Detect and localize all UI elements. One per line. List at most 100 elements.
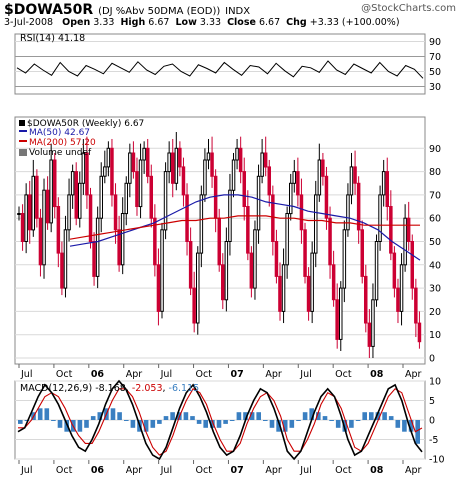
macd-histogram-bar bbox=[90, 416, 96, 420]
brand-watermark[interactable]: @StockCharts.com bbox=[361, 3, 456, 14]
price-candle bbox=[24, 194, 28, 242]
price-candle bbox=[310, 252, 314, 312]
x-axis-price-label: Jul bbox=[20, 369, 32, 380]
symbol: $DOWA50R bbox=[4, 2, 94, 18]
price-candle bbox=[324, 175, 329, 219]
x-axis-macd-label: Oct bbox=[196, 465, 213, 476]
macd-histogram-bar bbox=[382, 412, 387, 420]
price-candle bbox=[81, 152, 86, 184]
x-axis-price-label: Jul bbox=[299, 369, 311, 380]
price-candle bbox=[45, 189, 50, 224]
price-candle bbox=[113, 194, 118, 231]
price-candle bbox=[188, 241, 193, 289]
price-candle bbox=[88, 194, 93, 242]
low-value: 3.33 bbox=[199, 17, 222, 28]
macd-histogram-bar bbox=[77, 420, 83, 432]
macd-histogram-bar bbox=[355, 420, 361, 421]
macd-histogram-bar bbox=[408, 420, 414, 432]
price-candle bbox=[17, 213, 21, 215]
price-candle bbox=[178, 147, 182, 168]
macd-panel: 10 5 0 -5 -10 bbox=[14, 377, 445, 466]
high-value: 6.67 bbox=[148, 17, 170, 28]
price-candle bbox=[378, 194, 382, 242]
macd-histogram-bar bbox=[276, 420, 281, 432]
price-candle bbox=[192, 287, 196, 324]
quote-row: 3-Jul-2008 Open 3.33 High 6.67 Low 3.33 … bbox=[4, 17, 400, 28]
price-candle bbox=[360, 229, 364, 277]
price-candle bbox=[99, 175, 103, 219]
macd-histogram-bar bbox=[243, 412, 248, 420]
price-candle bbox=[367, 322, 372, 347]
legend-swatch-price bbox=[19, 120, 25, 126]
price-candle bbox=[371, 299, 375, 347]
legend-ma50: MA(50) 42.67 bbox=[29, 128, 90, 138]
price-candle bbox=[314, 194, 318, 254]
price-candle bbox=[328, 217, 332, 266]
price-candle bbox=[171, 152, 175, 184]
macd-histogram-bar bbox=[37, 408, 43, 420]
price-candle bbox=[85, 152, 89, 196]
macd-histogram-bar bbox=[322, 416, 328, 420]
price-candle bbox=[28, 194, 32, 231]
price-candle bbox=[210, 152, 214, 177]
price-candle bbox=[38, 217, 43, 266]
macd-histogram-bar bbox=[64, 420, 69, 432]
x-axis-macd-label: 06 bbox=[91, 465, 105, 476]
x-axis-macd-label: Jul bbox=[299, 465, 311, 476]
x-axis-price-label: Apr bbox=[405, 369, 422, 380]
price-candle bbox=[389, 206, 393, 254]
price-candle bbox=[49, 159, 53, 224]
price-tick-label: 60 bbox=[429, 214, 441, 225]
rsi-label: RSI(14) 41.18 bbox=[20, 33, 85, 44]
macd-histogram-bar bbox=[163, 416, 169, 420]
price-candle bbox=[60, 252, 64, 289]
price-candle bbox=[414, 287, 418, 324]
macd-histogram-bar bbox=[369, 412, 374, 420]
macd-histogram-bar bbox=[143, 420, 149, 432]
price-candle bbox=[135, 171, 139, 208]
price-tick-label: 90 bbox=[429, 144, 441, 155]
macd-histogram-bar bbox=[289, 420, 295, 428]
open-label: Open bbox=[62, 17, 91, 28]
macd-histogram-bar bbox=[51, 420, 56, 421]
x-axis-macd-label: Apr bbox=[405, 465, 422, 476]
price-candle bbox=[231, 159, 236, 191]
rsi-panel: 90 70 50 30 bbox=[14, 33, 441, 95]
macd-histogram-bar bbox=[57, 420, 63, 428]
legend-ma200: MA(200) 57.20 bbox=[29, 138, 96, 148]
price-tick-label: 10 bbox=[429, 330, 441, 341]
x-axis-price-label: 06 bbox=[91, 369, 105, 380]
price-candle bbox=[217, 217, 221, 266]
price-candle bbox=[242, 171, 246, 208]
macd-histogram-bar bbox=[84, 420, 89, 428]
macd-histogram-bar bbox=[190, 416, 195, 420]
x-axis-macd-label: Oct bbox=[56, 465, 73, 476]
price-candle bbox=[263, 152, 268, 168]
price-tick-label: 40 bbox=[429, 260, 441, 271]
x-axis-price-label: Oct bbox=[335, 369, 352, 380]
price-candle bbox=[146, 147, 150, 177]
price-candle bbox=[278, 275, 282, 312]
price-candle bbox=[281, 264, 286, 312]
close-value: 6.67 bbox=[258, 17, 281, 28]
macd-histogram-bar bbox=[150, 420, 156, 428]
macd-histogram-bar bbox=[282, 420, 288, 432]
price-candle bbox=[35, 175, 39, 219]
price-candle bbox=[403, 217, 407, 266]
price-candle bbox=[153, 217, 157, 266]
price-candle bbox=[31, 175, 35, 231]
macd-histogram-bar bbox=[210, 420, 215, 428]
price-candle bbox=[185, 194, 189, 242]
price-candle bbox=[235, 147, 239, 161]
price-candle bbox=[199, 194, 204, 254]
price-candle bbox=[381, 171, 386, 196]
price-legend: $DOWA50R (Weekly) 6.67 MA(50) 42.67 MA(2… bbox=[19, 119, 144, 158]
macd-histogram-bar bbox=[223, 420, 228, 424]
x-axis-price: Jul Oct 06 Apr Jul Oct 07 Apr Jul Oct 08 Apr bbox=[18, 364, 422, 380]
price-candle bbox=[299, 194, 304, 231]
price-candle bbox=[342, 229, 347, 289]
price-candle bbox=[306, 275, 311, 312]
x-axis-price-label: Oct bbox=[56, 369, 73, 380]
ma50-line bbox=[69, 194, 421, 261]
